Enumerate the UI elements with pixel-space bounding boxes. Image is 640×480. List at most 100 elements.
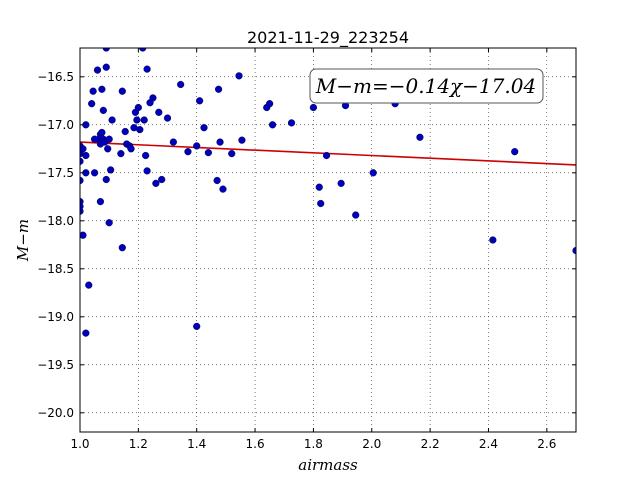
y-tick-label: −17.0: [37, 118, 74, 132]
x-tick-label: 1.4: [187, 437, 206, 451]
data-point: [511, 148, 519, 156]
data-point: [117, 150, 125, 158]
data-point: [177, 80, 185, 89]
data-point: [143, 65, 151, 73]
data-point: [184, 148, 192, 156]
data-point: [108, 116, 116, 124]
data-point: [369, 169, 377, 177]
data-point: [317, 199, 325, 208]
data-point: [163, 114, 172, 122]
data-point: [121, 127, 129, 136]
y-tick-label: −18.5: [37, 262, 74, 276]
data-point: [93, 66, 102, 74]
data-point: [238, 136, 246, 144]
x-tick-label: 2.2: [421, 437, 440, 451]
y-tick-label: −19.0: [37, 310, 74, 324]
data-point: [80, 231, 87, 239]
data-point: [155, 108, 163, 116]
data-point: [204, 149, 212, 157]
data-point: [102, 48, 110, 52]
data-point: [99, 106, 107, 115]
data-point: [127, 145, 135, 153]
data-point: [352, 211, 360, 219]
x-tick-label: 2.6: [537, 437, 556, 451]
data-point: [80, 145, 87, 153]
data-point: [82, 329, 90, 337]
y-axis-label: M−m: [14, 219, 32, 262]
y-tick-labels: −16.5 −17.0 −17.5 −18.0 −18.5 −19.0 −19.5 −20.0: [37, 70, 74, 420]
data-point: [118, 244, 126, 252]
data-point: [158, 175, 166, 184]
data-point: [228, 150, 236, 158]
x-tick-label: 1.2: [129, 437, 148, 451]
x-axis-label: airmass: [298, 456, 358, 474]
data-point: [266, 100, 274, 108]
data-point: [193, 322, 201, 331]
x-tick-label: 1.6: [246, 437, 265, 451]
x-tick-label: 2.4: [479, 437, 498, 451]
data-point: [118, 87, 126, 95]
data-point: [98, 85, 106, 93]
data-point: [268, 121, 277, 129]
y-tick-label: −20.0: [37, 406, 74, 420]
data-point: [133, 116, 141, 124]
x-tick-label: 1.0: [70, 437, 89, 451]
data-points: [80, 48, 576, 337]
data-point: [139, 48, 147, 52]
data-point: [82, 151, 90, 160]
data-point: [134, 103, 142, 112]
data-point: [143, 167, 151, 175]
data-point: [169, 138, 177, 146]
data-point: [80, 157, 84, 165]
y-tick-label: −17.5: [37, 166, 74, 180]
data-point: [309, 103, 318, 112]
x-tick-label: 1.8: [304, 437, 323, 451]
annotation-box: M−m=−0.14χ−17.04: [309, 68, 544, 104]
data-point: [96, 198, 105, 206]
data-point: [104, 145, 112, 153]
data-point: [102, 63, 110, 71]
data-point: [98, 128, 106, 137]
data-point: [105, 135, 113, 143]
data-point: [322, 151, 331, 160]
plot-frame: [79, 47, 577, 433]
annotation-text: M−m=−0.14χ−17.04: [315, 74, 536, 98]
data-point: [80, 176, 84, 185]
data-point: [315, 183, 323, 191]
data-point: [416, 133, 424, 141]
y-tick-label: −18.0: [37, 214, 74, 228]
data-point: [214, 85, 223, 93]
data-point: [196, 97, 204, 105]
data-point: [140, 116, 148, 124]
data-point: [287, 119, 296, 127]
y-tick-label: −16.5: [37, 70, 74, 84]
data-point: [213, 176, 221, 185]
data-point: [90, 169, 99, 177]
data-point: [142, 151, 150, 160]
data-point: [149, 94, 157, 102]
data-point: [85, 281, 93, 289]
chart-title: 2021-11-29_223254: [247, 28, 409, 48]
data-point: [80, 207, 84, 215]
data-point: [102, 175, 110, 184]
data-point: [89, 87, 97, 95]
plot-area: [80, 48, 576, 432]
data-point: [200, 124, 208, 132]
data-point: [219, 185, 227, 193]
data-point: [337, 179, 345, 187]
y-tick-label: −19.5: [37, 358, 74, 372]
data-point: [193, 142, 201, 150]
grid: [79, 48, 576, 432]
annotation-frame: [309, 68, 544, 104]
x-tick-label: 2.0: [362, 437, 381, 451]
data-point: [105, 219, 113, 227]
data-point: [152, 179, 160, 187]
data-point: [216, 138, 224, 146]
data-point: [489, 236, 497, 244]
data-point: [136, 126, 144, 134]
x-tick-labels: 1.0 1.2 1.4 1.6 1.8 2.0 2.2 2.4 2.6: [70, 437, 556, 451]
data-point: [88, 100, 96, 108]
data-point: [107, 166, 115, 174]
data-point: [235, 72, 243, 80]
